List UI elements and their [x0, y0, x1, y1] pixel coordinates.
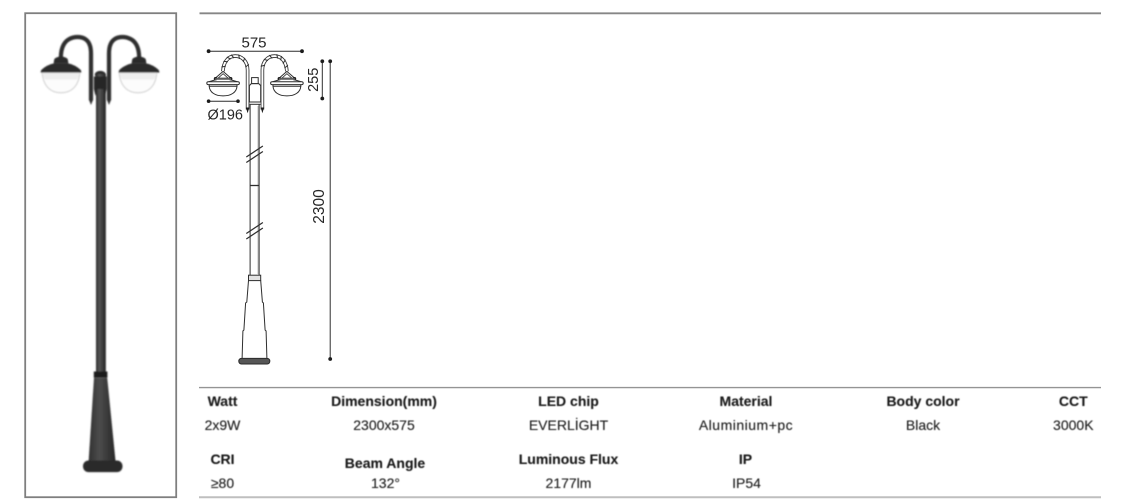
svg-text:255: 255	[306, 68, 322, 92]
svg-text:2300: 2300	[311, 189, 328, 224]
svg-text:575: 575	[241, 35, 266, 52]
svg-text:Ø196: Ø196	[208, 108, 243, 124]
